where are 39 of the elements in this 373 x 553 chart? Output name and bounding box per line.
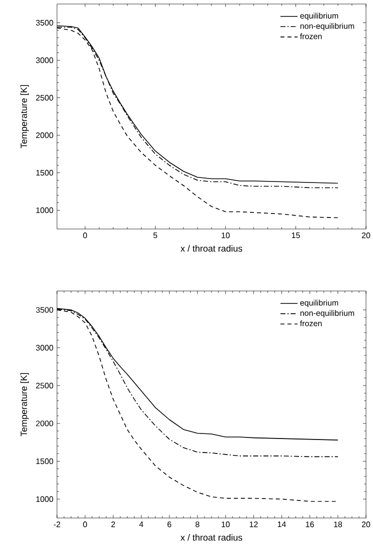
x-tick-label: 0 <box>83 232 88 238</box>
y-tick-label: 1000 <box>36 496 54 502</box>
y-axis-title: Temperature [K] <box>20 85 29 148</box>
y-tick-label: 1500 <box>36 170 54 176</box>
legend-label: non-equilibrium <box>300 310 354 318</box>
x-tick-label: 15 <box>292 232 300 238</box>
legend-label: non-equilibrium <box>300 22 354 30</box>
x-tick-label: 2 <box>111 522 116 528</box>
legend-label: frozen <box>300 33 322 40</box>
x-tick-label: 12 <box>250 522 258 528</box>
y-tick-label: 2500 <box>36 94 54 101</box>
y-axis-title: Temperature [K] <box>20 373 29 436</box>
y-tick-label: 3500 <box>36 307 54 313</box>
x-tick-label: 16 <box>306 522 314 528</box>
x-tick-label: 5 <box>153 232 158 238</box>
y-tick-label: 3000 <box>36 57 54 64</box>
x-tick-label: -2 <box>54 522 60 528</box>
x-tick-label: 6 <box>168 522 172 528</box>
x-tick-label: 10 <box>222 232 230 238</box>
x-tick-label: 4 <box>139 522 144 528</box>
x-tick-label: 20 <box>362 522 370 528</box>
x-tick-label: 18 <box>334 522 342 528</box>
x-tick-label: 20 <box>362 232 370 238</box>
y-tick-label: 3500 <box>36 20 54 26</box>
legend-label: frozen <box>300 320 322 326</box>
y-tick-label: 3000 <box>36 344 54 351</box>
y-tick-label: 2500 <box>36 382 54 388</box>
x-tick-label: 14 <box>278 522 286 528</box>
legend-label: equilibrium <box>300 12 338 20</box>
x-tick-label: 0 <box>83 522 88 528</box>
legend-label: equilibrium <box>300 300 338 308</box>
y-tick-label: 2000 <box>36 420 54 426</box>
y-tick-label: 1500 <box>36 458 54 464</box>
y-tick-label: 1000 <box>36 207 54 214</box>
x-tick-label: 8 <box>196 522 200 528</box>
y-tick-label: 2000 <box>36 132 54 138</box>
x-axis-title: x / throat radius <box>180 245 242 252</box>
x-tick-label: 10 <box>222 522 230 528</box>
x-axis-title: x / throat radius <box>180 534 242 541</box>
